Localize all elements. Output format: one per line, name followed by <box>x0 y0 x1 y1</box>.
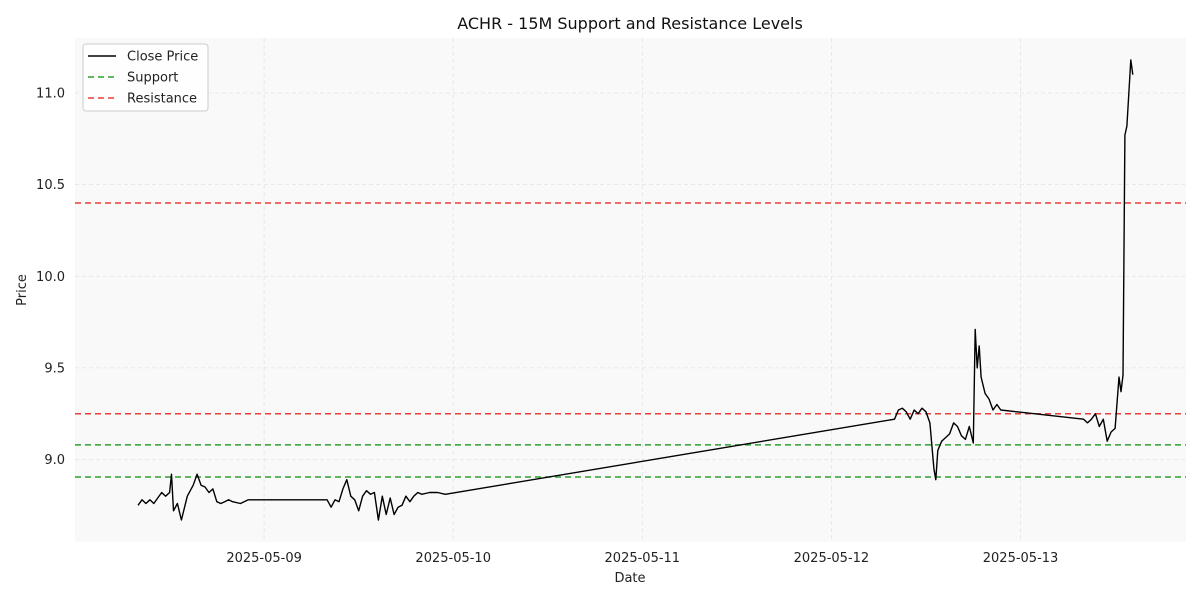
chart-title: ACHR - 15M Support and Resistance Levels <box>457 14 803 33</box>
x-tick-label: 2025-05-13 <box>983 551 1059 566</box>
x-tick-label: 2025-05-10 <box>415 551 491 566</box>
legend-box <box>82 43 209 112</box>
y-tick-label: 11.0 <box>36 86 65 101</box>
legend: Close Price Support Resistance <box>82 43 209 112</box>
x-axis-label: Date <box>614 571 645 586</box>
y-axis-label: Price <box>15 274 30 306</box>
ticks: 2025-05-09 2025-05-10 2025-05-11 2025-05-12… <box>36 86 1058 566</box>
y-tick-label: 9.0 <box>44 453 65 468</box>
series-layer <box>137 59 1134 521</box>
close-price-line <box>137 59 1134 521</box>
grid <box>75 38 1186 542</box>
legend-support-label: Support <box>127 71 178 86</box>
level-lines <box>75 202 1186 478</box>
plot-area <box>75 38 1186 542</box>
legend-resistance-label: Resistance <box>127 92 197 107</box>
x-tick-label: 2025-05-09 <box>226 551 302 566</box>
y-tick-label: 9.5 <box>44 361 65 376</box>
legend-close-price-label: Close Price <box>127 50 198 65</box>
x-tick-label: 2025-05-12 <box>794 551 870 566</box>
x-tick-label: 2025-05-11 <box>605 551 681 566</box>
y-tick-label: 10.5 <box>36 178 65 193</box>
y-tick-label: 10.0 <box>36 270 65 285</box>
